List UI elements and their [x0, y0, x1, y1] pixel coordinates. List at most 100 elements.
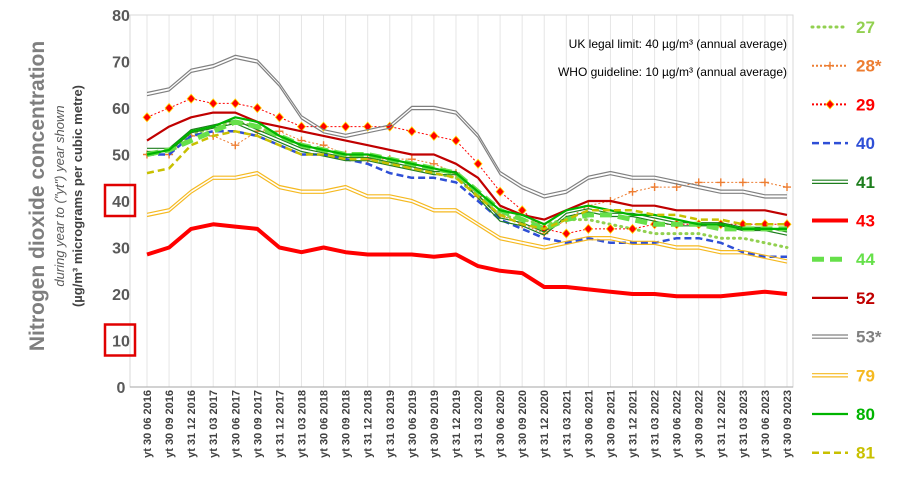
series-line [147, 130, 788, 235]
y-tick-label: 80 [112, 8, 130, 25]
legend-label: 40 [856, 134, 875, 153]
series-line [146, 130, 787, 231]
series-line [146, 119, 787, 232]
data-point-marker [231, 141, 240, 150]
x-tick-label: yt 30 06 2017 [230, 390, 242, 458]
legend-item: 28* [812, 57, 882, 76]
x-tick-label: yt 31 12 2022 [716, 390, 728, 458]
data-point-marker [783, 183, 791, 192]
legend: 27 28* 29 40 41 43 44 52 53* 79 80 81 [810, 18, 882, 463]
x-tick-label: yt 30 09 2023 [782, 390, 794, 458]
data-point-marker [627, 223, 638, 235]
highlight-box [103, 323, 137, 357]
legend-item: 79 [812, 366, 875, 385]
y-axis-subtitle: during year to ("yt") year shown [52, 105, 67, 286]
x-tick-label: yt 31 12 2018 [363, 390, 375, 458]
y-axis-title: Nitrogen dioxide concentration [26, 41, 49, 351]
series-79 [146, 170, 788, 264]
legend-label: 41 [856, 173, 875, 192]
series-line [146, 222, 788, 299]
legend-label: 28* [856, 57, 882, 76]
x-tick-label: yt 31 12 2020 [539, 390, 551, 458]
legend-item: 80 [812, 405, 875, 424]
x-tick-label: yt 31 12 2017 [274, 390, 286, 458]
series-line [147, 130, 787, 259]
series-line [146, 174, 788, 264]
legend-label: 29 [856, 95, 875, 114]
legend-item: 41 [812, 173, 875, 192]
x-tick-label: yt 31 03 2020 [473, 390, 485, 458]
legend-item: 43 [812, 212, 875, 231]
series-line [146, 116, 787, 230]
data-point-marker [142, 112, 152, 123]
legend-label: 52 [856, 289, 875, 308]
legend-item: 29 [812, 95, 875, 114]
data-point-marker [738, 178, 747, 187]
legend-label: 53* [856, 328, 882, 347]
data-point-marker [825, 99, 835, 110]
data-point-marker [164, 102, 174, 114]
data-point-marker [473, 158, 483, 169]
x-tick-label: yt 31 03 2022 [650, 390, 662, 458]
data-point-marker [716, 178, 725, 187]
series-line [146, 111, 788, 221]
x-tick-label: yt 31 12 2021 [628, 390, 640, 458]
data-point-marker [208, 98, 218, 109]
x-tick-label: yt 30 06 2023 [760, 390, 772, 458]
x-axis-ticks: yt 30 06 2016 yt 30 09 2016 yt 31 12 2016 y… [142, 390, 794, 458]
x-tick-label: yt 30 09 2016 [164, 390, 176, 458]
data-point-marker [186, 93, 196, 104]
x-tick-label: yt 30 09 2022 [694, 390, 706, 458]
data-point-marker [230, 98, 240, 109]
series-52 [146, 111, 788, 221]
legend-label: 79 [856, 366, 875, 385]
series-44 [146, 119, 787, 232]
data-point-marker [341, 121, 351, 132]
legend-label: 43 [856, 212, 875, 231]
legend-item: 53* [812, 328, 882, 347]
legend-item: 81 [812, 444, 875, 463]
y-tick-label: 0 [117, 380, 126, 397]
data-point-marker [760, 178, 769, 187]
y-tick-label: 60 [112, 101, 130, 118]
x-tick-label: yt 30 09 2017 [252, 390, 264, 458]
y-tick-label: 50 [112, 148, 130, 165]
y-tick-label: 70 [112, 55, 130, 72]
y-tick-label: 10 [112, 334, 130, 351]
x-tick-label: yt 30 09 2021 [605, 390, 617, 458]
data-point-marker [363, 121, 373, 132]
data-point-marker [605, 223, 615, 235]
series-line [146, 170, 788, 261]
data-point-marker [561, 228, 571, 239]
y-tick-label: 30 [112, 241, 130, 258]
who-guideline-annotation: WHO guideline: 10 µg/m³ (annual average) [558, 65, 787, 79]
x-tick-label: yt 31 12 2016 [186, 390, 198, 458]
x-tick-label: yt 31 03 2017 [208, 390, 220, 458]
highlight-box [103, 183, 137, 218]
data-point-marker [429, 130, 439, 142]
x-tick-label: yt 30 09 2020 [517, 390, 529, 458]
legend-label: 27 [856, 18, 875, 37]
series-43 [146, 222, 788, 299]
y-axis-ticks: 0 10 20 30 40 50 60 70 80 [103, 8, 137, 397]
data-point-marker [628, 187, 637, 196]
x-tick-label: yt 30 06 2018 [319, 390, 331, 458]
series-line [146, 54, 787, 196]
data-point-marker [826, 61, 834, 70]
data-point-marker [275, 127, 284, 136]
x-tick-label: yt 31 03 2023 [738, 390, 750, 458]
data-point-marker [495, 186, 505, 197]
data-point-marker [407, 126, 417, 137]
series-line [146, 57, 787, 199]
data-point-marker [583, 223, 593, 235]
series-81 [146, 130, 787, 231]
series-80 [146, 116, 787, 230]
x-tick-label: yt 31 12 2019 [451, 390, 463, 458]
x-tick-label: yt 30 06 2020 [495, 390, 507, 458]
legend-label: 81 [856, 444, 875, 463]
series-40 [147, 130, 787, 259]
legend-item: 44 [812, 250, 875, 269]
x-tick-label: yt 30 06 2021 [583, 390, 595, 458]
x-tick-label: yt 31 03 2019 [385, 390, 397, 458]
data-point-marker [451, 135, 461, 146]
